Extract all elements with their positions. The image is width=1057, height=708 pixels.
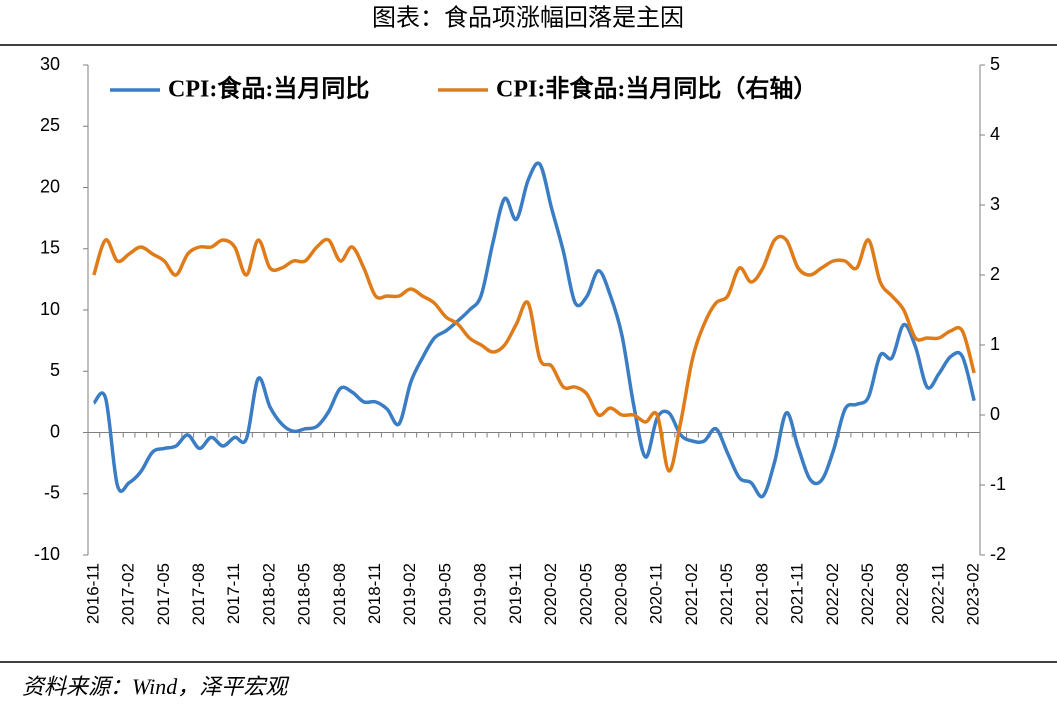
x-tick-label: 2016-11 (83, 563, 102, 624)
x-tick-label: 2018-05 (295, 563, 314, 625)
x-tick-label: 2020-05 (576, 563, 595, 625)
x-tick-label: 2020-08 (612, 563, 631, 625)
y-tick-label: 0 (50, 421, 60, 441)
legend-label: CPI:食品:当月同比 (168, 75, 369, 103)
x-tick-label: 2017-02 (119, 563, 138, 625)
x-tick-label: 2021-02 (682, 563, 701, 625)
x-tick-label: 2021-08 (752, 563, 771, 625)
y-tick-label: -5 (44, 483, 60, 503)
y-tick-label: 10 (40, 299, 60, 319)
x-tick-label: 2018-11 (365, 563, 384, 624)
x-tick-label: 2020-11 (647, 563, 666, 624)
y2-tick-label: -1 (990, 474, 1006, 494)
x-tick-label: 2022-02 (823, 563, 842, 625)
x-tick-label: 2022-08 (893, 563, 912, 625)
y2-tick-label: 2 (990, 264, 1000, 284)
chart-title: 图表：食品项涨幅回落是主因 (372, 5, 684, 32)
x-tick-label: 2017-08 (189, 563, 208, 625)
y-tick-label: 30 (40, 54, 60, 74)
x-tick-label: 2021-11 (788, 563, 807, 624)
line-series (92, 161, 976, 499)
x-tick-label: 2020-02 (541, 563, 560, 625)
y2-tick-label: 1 (990, 334, 1000, 354)
x-tick-label: 2023-02 (964, 563, 983, 625)
y-tick-label: 25 (40, 115, 60, 135)
y2-tick-label: -2 (990, 544, 1006, 564)
x-tick-label: 2022-05 (858, 563, 877, 625)
x-tick-label: 2022-11 (928, 563, 947, 624)
y2-tick-label: 3 (990, 194, 1000, 214)
y2-tick-label: 5 (990, 54, 1000, 74)
x-tick-label: 2019-02 (400, 563, 419, 625)
y2-tick-label: 0 (990, 404, 1000, 424)
legend-label: CPI:非食品:当月同比（右轴） (496, 75, 817, 103)
line-series (92, 234, 976, 473)
y-tick-label: 5 (50, 360, 60, 380)
x-tick-label: 2017-11 (224, 563, 243, 624)
x-tick-label: 2019-05 (435, 563, 454, 625)
y-tick-label: -10 (34, 544, 60, 564)
x-tick-label: 2018-08 (330, 563, 349, 625)
x-tick-label: 2019-11 (506, 563, 525, 624)
y-tick-label: 15 (40, 238, 60, 258)
x-tick-label: 2019-08 (471, 563, 490, 625)
x-tick-label: 2021-05 (717, 563, 736, 625)
y-tick-label: 20 (40, 176, 60, 196)
source-note: 资料来源：Wind，泽平宏观 (22, 674, 290, 699)
x-tick-label: 2018-02 (259, 563, 278, 625)
y2-tick-label: 4 (990, 124, 1000, 144)
x-tick-label: 2017-05 (154, 563, 173, 625)
